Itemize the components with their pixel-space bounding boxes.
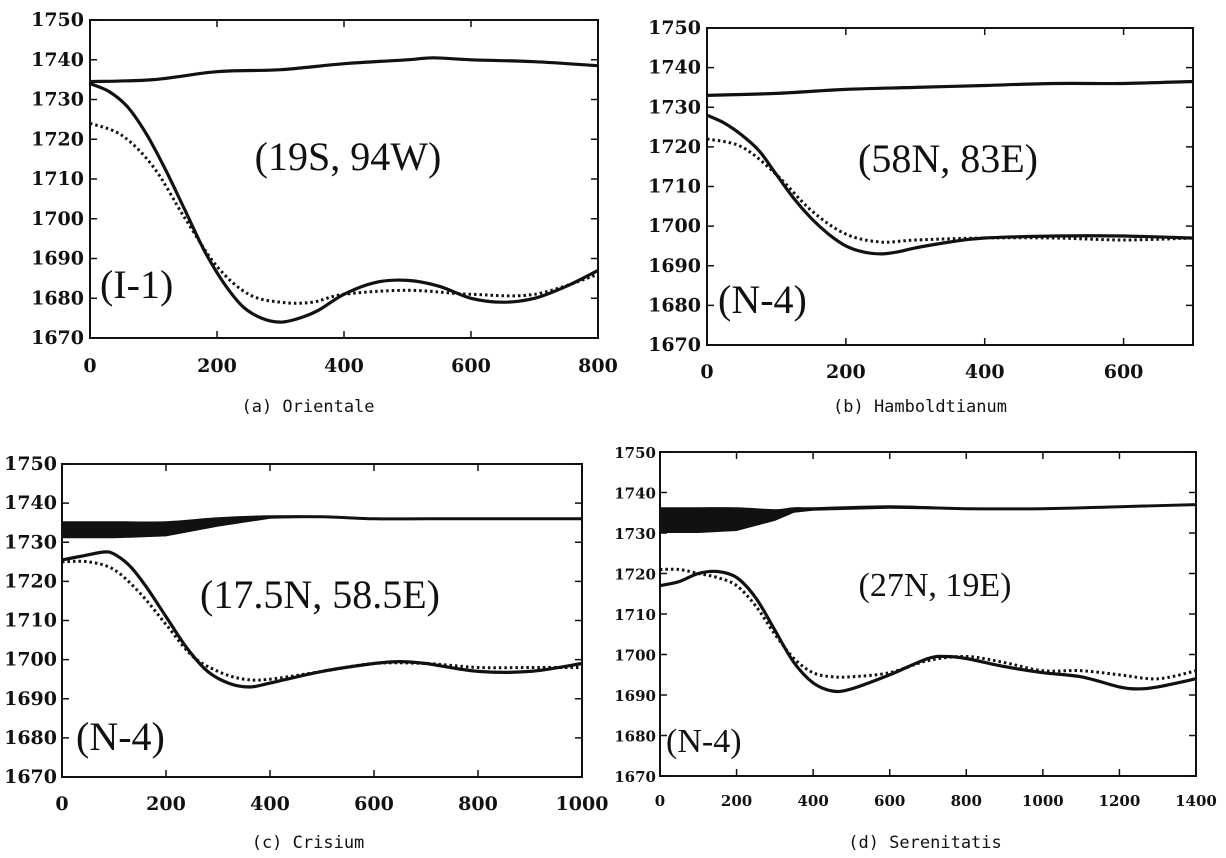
x-tick-label: 400 xyxy=(797,792,828,810)
y-tick-label: 1730 xyxy=(31,89,84,111)
x-tick-label: 800 xyxy=(578,355,618,377)
series-band-edge xyxy=(660,503,1197,513)
y-tick-label: 1750 xyxy=(648,17,701,39)
y-tick-label: 1730 xyxy=(648,96,701,118)
y-tick-label: 1750 xyxy=(614,444,656,462)
series-band-1 xyxy=(660,504,1196,533)
y-tick-label: 1690 xyxy=(4,688,57,710)
chart-panel-4: 1670 1680 1690 1700 1710 1720 1730 1740 1750 0 200… xyxy=(614,444,1217,853)
x-tick-label: 200 xyxy=(826,361,866,383)
series-line-2-solid xyxy=(706,113,1194,256)
series-line-1-solid xyxy=(706,79,1194,97)
y-tick-label: 1720 xyxy=(614,566,656,584)
y-tick-label: 1730 xyxy=(4,531,57,553)
panel-caption: (a) Orientale xyxy=(241,397,374,417)
y-tick-label: 1690 xyxy=(648,255,701,277)
region-tag: (I-1) xyxy=(100,262,173,307)
x-tick-label: 200 xyxy=(721,792,752,810)
y-tick-label: 1700 xyxy=(31,208,84,230)
x-tick-label: 1400 xyxy=(1175,792,1217,810)
coordinates-annotation: (27N, 19E) xyxy=(859,567,1012,604)
coordinates-annotation: (19S, 94W) xyxy=(255,134,442,179)
y-tick-label: 1670 xyxy=(648,334,701,356)
chart-panel-1: 1670 1680 1690 1700 1710 1720 1730 1740 1750 0 200… xyxy=(31,9,618,417)
series-line-2-solid xyxy=(61,550,583,689)
x-tick-label: 0 xyxy=(655,792,665,810)
region-tag: (N-4) xyxy=(718,277,807,322)
panel-caption: (d) Serenitatis xyxy=(848,833,1002,853)
y-tick-label: 1710 xyxy=(614,606,656,624)
panel-caption: (c) Crisium xyxy=(252,833,365,853)
y-tick-label: 1740 xyxy=(614,485,656,503)
panel-caption: (b) Hamboldtianum xyxy=(833,397,1007,417)
y-tick-label: 1730 xyxy=(614,525,656,543)
x-tick-label: 0 xyxy=(700,361,713,383)
x-tick-label: 600 xyxy=(451,355,491,377)
series-line-2-solid xyxy=(659,569,1197,694)
series-line-3-dotted xyxy=(61,559,582,682)
y-tick-label: 1670 xyxy=(614,768,656,786)
x-tick-label: 400 xyxy=(250,793,290,815)
x-tick-label: 600 xyxy=(874,792,905,810)
y-tick-label: 1740 xyxy=(31,49,84,71)
coordinates-annotation: (17.5N, 58.5E) xyxy=(200,572,440,617)
series-band-edge xyxy=(61,515,582,525)
x-tick-label: 800 xyxy=(951,792,982,810)
x-tick-label: 400 xyxy=(324,355,364,377)
y-tick-label: 1740 xyxy=(648,57,701,79)
series-line-1-solid xyxy=(89,56,599,84)
chart-panel-2: 1670 1680 1690 1700 1710 1720 1730 1740 1750 0 200… xyxy=(648,17,1194,417)
y-tick-label: 1700 xyxy=(614,647,656,665)
region-tag: (N-4) xyxy=(666,723,742,760)
y-tick-label: 1690 xyxy=(31,248,84,270)
y-tick-label: 1710 xyxy=(31,168,84,190)
x-tick-label: 600 xyxy=(1104,361,1144,383)
coordinates-annotation: (58N, 83E) xyxy=(858,136,1038,181)
x-tick-label: 1000 xyxy=(556,793,609,815)
y-tick-label: 1710 xyxy=(648,176,701,198)
x-tick-label: 400 xyxy=(965,361,1005,383)
y-tick-label: 1750 xyxy=(4,453,57,475)
x-tick-label: 1200 xyxy=(1099,792,1141,810)
chart-panel-3: 1670 1680 1690 1700 1710 1720 1730 1740 1750 0 200… xyxy=(4,453,608,853)
y-tick-label: 1740 xyxy=(4,492,57,514)
y-tick-label: 1680 xyxy=(648,294,701,316)
y-tick-label: 1750 xyxy=(31,9,84,31)
y-tick-label: 1710 xyxy=(4,610,57,632)
x-tick-label: 1000 xyxy=(1022,792,1064,810)
y-tick-label: 1700 xyxy=(648,215,701,237)
series-line-2-solid xyxy=(89,82,599,324)
y-tick-label: 1670 xyxy=(4,766,57,788)
y-tick-label: 1720 xyxy=(648,136,701,158)
y-tick-label: 1670 xyxy=(31,327,84,349)
y-tick-label: 1700 xyxy=(4,649,57,671)
x-tick-label: 800 xyxy=(458,793,498,815)
y-tick-label: 1680 xyxy=(31,287,84,309)
y-tick-label: 1680 xyxy=(614,728,656,746)
x-tick-label: 600 xyxy=(354,793,394,815)
y-tick-label: 1720 xyxy=(4,570,57,592)
series-line-3-dotted xyxy=(89,121,599,305)
region-tag: (N-4) xyxy=(76,714,165,759)
y-tick-label: 1720 xyxy=(31,128,84,150)
x-tick-label: 0 xyxy=(83,355,96,377)
y-tick-label: 1690 xyxy=(614,687,656,705)
y-tick-label: 1680 xyxy=(4,727,57,749)
x-tick-label: 0 xyxy=(55,793,68,815)
x-tick-label: 200 xyxy=(146,793,186,815)
x-tick-label: 200 xyxy=(197,355,237,377)
